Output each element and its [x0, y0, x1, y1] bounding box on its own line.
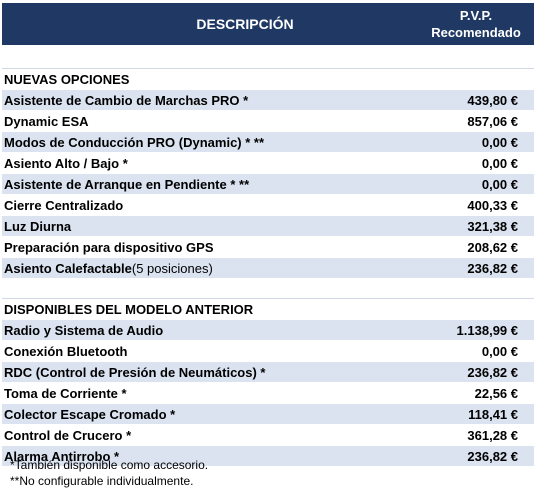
item-price: 236,82 €: [467, 364, 518, 380]
table-row: Radio y Sistema de Audio 1.138,99 €: [2, 320, 534, 341]
item-name-text: Modos de Conducción PRO (Dynamic) * **: [4, 134, 265, 150]
item-name-text: Toma de Corriente *: [4, 385, 127, 401]
item-name: Cierre Centralizado: [2, 195, 418, 215]
item-price: 118,41 €: [468, 406, 518, 422]
item-price: 236,82 €: [467, 260, 518, 276]
section-gap: [2, 279, 534, 298]
item-name: Radio y Sistema de Audio: [2, 320, 418, 340]
item-name-text: Asiento Calefactable: [4, 260, 132, 276]
item-name-text: Dynamic ESA: [4, 113, 89, 129]
item-price: 1.138,99 €: [456, 322, 518, 338]
price-header: P.V.P. Recomendado: [418, 3, 534, 45]
item-price: 0,00 €: [481, 134, 518, 150]
item-name-text: Control de Crucero *: [4, 427, 132, 443]
item-name-suffix: (5 posiciones): [131, 260, 213, 276]
table-row: Luz Diurna 321,38 €: [2, 216, 534, 237]
table-row: Asistente de Arranque en Pendiente * ** 0…: [2, 174, 534, 195]
item-name: Luz Diurna: [2, 216, 418, 236]
item-price: 321,38 €: [467, 218, 518, 234]
item-price: 439,80 €: [467, 92, 518, 108]
item-price: 0,00 €: [481, 155, 518, 171]
item-name-text: Cierre Centralizado: [4, 197, 124, 213]
table-row: Colector Escape Cromado * 118,41 €: [2, 404, 534, 425]
footnote-not-configurable: **No configurable individualmente.: [10, 474, 194, 488]
table-row: Control de Crucero * 361,28 €: [2, 425, 534, 446]
header-gap: [2, 45, 534, 68]
table-row: Preparación para dispositivo GPS 208,62 €: [2, 237, 534, 258]
item-name-text: Luz Diurna: [4, 218, 72, 234]
item-name: Asistente de Cambio de Marchas PRO *: [2, 90, 418, 110]
table-row: Conexión Bluetooth 0,00 €: [2, 341, 534, 362]
table-row: Asiento Calefactable (5 posiciones) 236,8…: [2, 258, 534, 279]
item-name: RDC (Control de Presión de Neumáticos) *: [2, 362, 418, 382]
section-title-previous-model: DISPONIBLES DEL MODELO ANTERIOR: [2, 298, 534, 320]
item-name-text: Alarma Antirrobo *: [4, 448, 120, 464]
item-name-text: Asistente de Arranque en Pendiente * **: [4, 176, 250, 192]
section-title-new-options: NUEVAS OPCIONES: [2, 68, 534, 90]
item-name-text: Colector Escape Cromado *: [4, 406, 176, 422]
description-header: DESCRIPCIÓN: [196, 16, 294, 32]
table-row: RDC (Control de Presión de Neumáticos) *…: [2, 362, 534, 383]
price-header-line2: Recomendado: [431, 25, 521, 40]
item-name: Asiento Calefactable (5 posiciones): [2, 258, 418, 278]
item-name-text: RDC (Control de Presión de Neumáticos) *: [4, 364, 266, 380]
item-name-text: Conexión Bluetooth: [4, 343, 128, 359]
item-price: 361,28 €: [467, 427, 518, 443]
table-row: Asistente de Cambio de Marchas PRO * 439,…: [2, 90, 534, 111]
footnote-accessory: *También disponible como accesorio.: [10, 458, 209, 472]
item-name: Asistente de Arranque en Pendiente * **: [2, 174, 418, 194]
item-price: 22,56 €: [474, 385, 518, 401]
table-row: Alarma Antirrobo * 236,82 €: [2, 446, 534, 467]
new-options-list: Asistente de Cambio de Marchas PRO * 439,…: [2, 90, 534, 279]
item-name: Asiento Alto / Bajo *: [2, 153, 418, 173]
item-name-text: Radio y Sistema de Audio: [4, 322, 164, 338]
item-price: 0,00 €: [481, 343, 518, 359]
item-price: 857,06 €: [467, 113, 518, 129]
item-name-text: Asistente de Cambio de Marchas PRO *: [4, 92, 249, 108]
item-name-text: Asiento Alto / Bajo *: [4, 155, 128, 171]
price-header-line1: P.V.P.: [459, 8, 493, 23]
item-name: Preparación para dispositivo GPS: [2, 237, 418, 257]
item-name: Control de Crucero *: [2, 425, 418, 445]
item-name: Modos de Conducción PRO (Dynamic) * **: [2, 132, 418, 152]
item-name: Toma de Corriente *: [2, 383, 418, 403]
item-name: Conexión Bluetooth: [2, 341, 418, 361]
previous-model-list: Radio y Sistema de Audio 1.138,99 € Conexi…: [2, 320, 534, 467]
item-price: 236,82 €: [467, 448, 518, 464]
item-price: 208,62 €: [467, 239, 518, 255]
item-name-text: Preparación para dispositivo GPS: [4, 239, 214, 255]
price-table: DESCRIPCIÓN P.V.P. Recomendado NUEVAS OP…: [2, 3, 534, 467]
table-row: Toma de Corriente * 22,56 €: [2, 383, 534, 404]
footnotes: *También disponible como accesorio. **No…: [10, 457, 208, 489]
item-name: Colector Escape Cromado *: [2, 404, 418, 424]
item-price: 400,33 €: [467, 197, 518, 213]
item-price: 0,00 €: [481, 176, 518, 192]
item-name: Alarma Antirrobo *: [2, 446, 418, 466]
table-row: Modos de Conducción PRO (Dynamic) * ** 0,…: [2, 132, 534, 153]
item-name: Dynamic ESA: [2, 111, 418, 131]
table-row: Dynamic ESA 857,06 €: [2, 111, 534, 132]
table-row: Asiento Alto / Bajo * 0,00 €: [2, 153, 534, 174]
table-row: Cierre Centralizado 400,33 €: [2, 195, 534, 216]
table-header: DESCRIPCIÓN P.V.P. Recomendado: [2, 3, 534, 45]
